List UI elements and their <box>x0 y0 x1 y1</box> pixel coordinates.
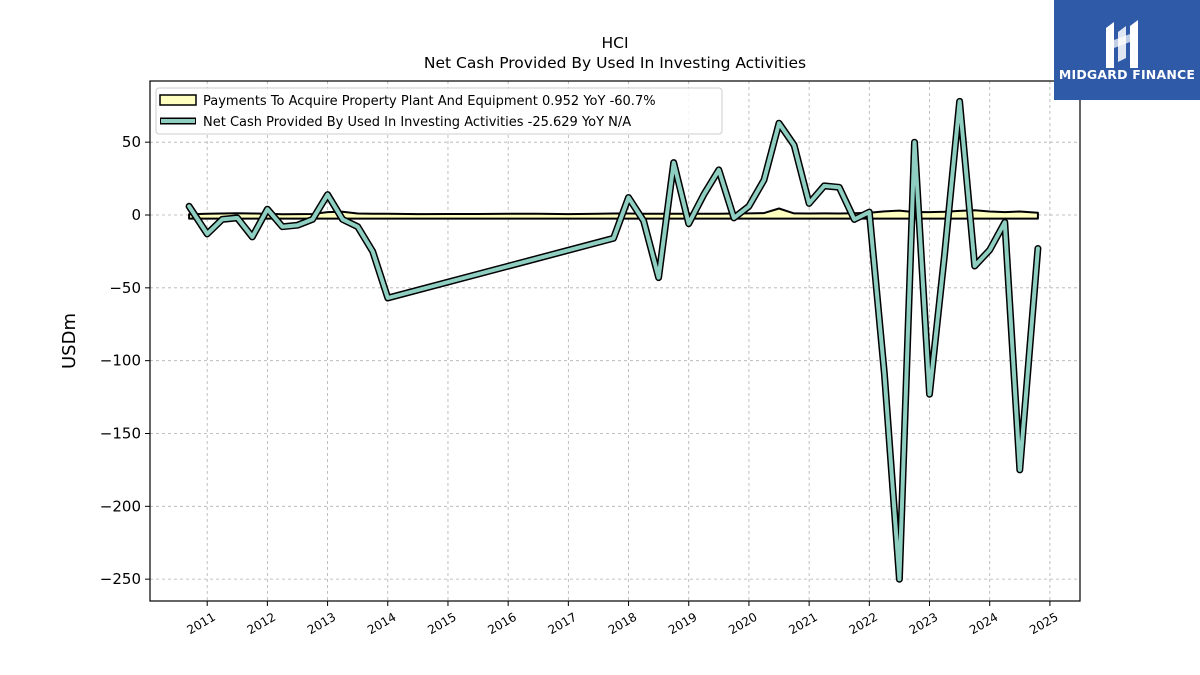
legend-box <box>155 87 723 135</box>
chart-subtitle: Net Cash Provided By Used In Investing A… <box>424 54 806 72</box>
logo-label: MIDGARD FINANCE <box>1058 67 1196 82</box>
y-axis-label: USDm <box>59 313 80 369</box>
plot-frame <box>149 80 1081 602</box>
y-tick-label: −50 <box>109 279 141 297</box>
chart-title: HCI <box>601 34 628 52</box>
midgard-logo-icon <box>1106 20 1138 68</box>
series-payments-area <box>188 207 1039 220</box>
legend-label: Payments To Acquire Property Plant And E… <box>203 94 656 109</box>
x-tick-label: 2014 <box>365 610 398 637</box>
x-tick-label: 2012 <box>245 610 278 637</box>
legend-swatch-payments <box>159 94 197 106</box>
x-tick-label: 2013 <box>305 610 338 637</box>
x-tick-label: 2022 <box>847 610 880 637</box>
series-layer <box>185 97 1042 583</box>
x-tick-label: 2023 <box>907 610 940 637</box>
grid <box>150 81 1080 601</box>
x-tick-label: 2011 <box>184 610 217 637</box>
x-tick-label: 2017 <box>546 610 579 637</box>
legend: Payments To Acquire Property Plant And E… <box>155 87 723 135</box>
x-tick-label: 2024 <box>967 610 1000 637</box>
x-tick-label: 2019 <box>666 610 699 637</box>
x-tick-label: 2025 <box>1027 610 1060 637</box>
y-tick-label: −200 <box>100 497 141 515</box>
legend-label: Net Cash Provided By Used In Investing A… <box>203 115 631 130</box>
y-tick-label: −250 <box>100 570 141 588</box>
y-tick-label: −100 <box>100 352 141 370</box>
x-tick-label: 2016 <box>485 610 518 637</box>
x-tick-label: 2015 <box>425 610 458 637</box>
series-net-cash-outline <box>185 97 1042 583</box>
y-tick-label: −150 <box>100 424 141 442</box>
x-tick-label: 2021 <box>786 610 819 637</box>
x-tick-label: 2020 <box>726 610 759 637</box>
midgard-logo: MIDGARD FINANCE <box>1054 0 1200 100</box>
x-tick-label: 2018 <box>606 610 639 637</box>
y-tick-label: 0 <box>131 206 141 224</box>
y-tick-label: 50 <box>122 133 141 151</box>
series-net-cash-line <box>187 99 1040 582</box>
